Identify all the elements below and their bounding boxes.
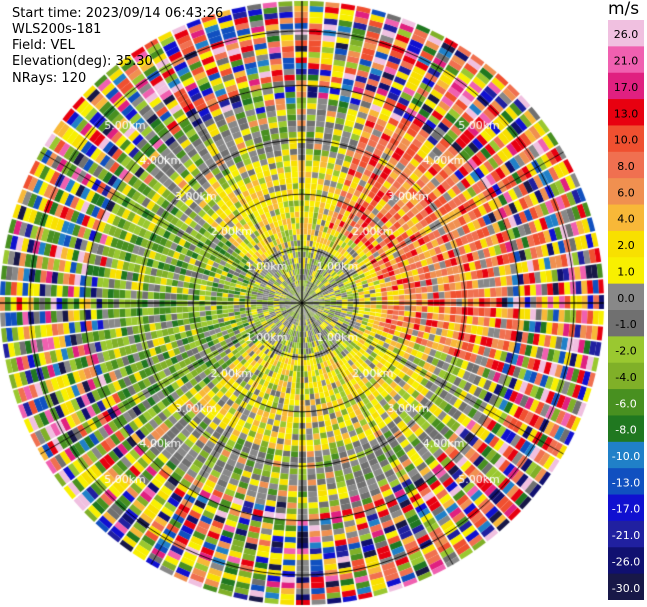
colorbar-swatch: [608, 99, 644, 126]
colorbar-swatch: [608, 178, 644, 206]
colorbar-tick-label: -21.0: [612, 529, 640, 542]
colorbar-swatch: [608, 520, 644, 548]
colorbar-tick-label: 8.0: [617, 160, 635, 173]
colorbar-swatch: [608, 494, 644, 522]
field-label: Field: VEL: [12, 38, 75, 53]
start-time-label: Start time: 2023/09/14 06:43:26: [12, 6, 224, 21]
colorbar-swatch: [608, 283, 644, 311]
colorbar-swatch: [608, 46, 644, 74]
colorbar-unit-label: m/s: [608, 0, 640, 19]
colorbar-swatch: [608, 151, 644, 179]
colorbar-swatch: [608, 230, 644, 258]
colorbar-tick-label: 26.0: [614, 28, 639, 41]
colorbar-tick-label: 6.0: [617, 186, 635, 199]
colorbar-tick-label: -1.0: [615, 318, 636, 331]
colorbar-tick-label: 21.0: [614, 55, 639, 68]
colorbar-tick-label: -4.0: [615, 371, 636, 384]
colorbar-tick-label: 4.0: [617, 213, 635, 226]
colorbar-tick-label: 1.0: [617, 265, 635, 278]
colorbar-swatch: [608, 573, 644, 600]
colorbar-tick-label: -13.0: [612, 476, 640, 489]
colorbar-swatch: [608, 257, 644, 285]
colorbar-swatch: [608, 336, 644, 364]
colorbar-tick-label: -17.0: [612, 503, 640, 516]
nrays-label: NRays: 120: [12, 71, 87, 86]
colorbar-swatch: [608, 547, 644, 575]
colorbar-swatch: [608, 72, 644, 100]
colorbar-tick-label: 10.0: [614, 134, 639, 147]
colorbar-tick-label: -26.0: [612, 555, 640, 568]
colorbar-swatch: [608, 125, 644, 153]
elevation-label: Elevation(deg): 35.30: [12, 54, 153, 69]
colorbar-tick-label: 17.0: [614, 81, 639, 94]
velocity-colorbar: 26.0 21.0 17.0 13.0 10.0 8.0 6.0 4.0 2.0 1.0 0.0 -1…: [608, 20, 644, 600]
colorbar-tick-label: -8.0: [615, 424, 636, 437]
colorbar-swatch: [608, 20, 644, 47]
colorbar-swatch: [608, 310, 644, 337]
colorbar-swatch: [608, 362, 644, 390]
colorbar-tick-label: 0.0: [617, 292, 635, 305]
colorbar-tick-label: -30.0: [612, 582, 640, 595]
colorbar-tick-label: -6.0: [615, 397, 636, 410]
colorbar-swatch: [608, 468, 644, 496]
instrument-label: WLS200s-181: [12, 22, 102, 37]
colorbar-tick-label: -2.0: [615, 345, 636, 358]
ppi-velocity-plot: [0, 0, 605, 607]
colorbar-tick-label: 13.0: [614, 107, 639, 120]
colorbar-swatch: [608, 441, 644, 469]
colorbar-swatch: [608, 415, 644, 443]
colorbar-tick-label: -10.0: [612, 450, 640, 463]
colorbar-swatch: [608, 389, 644, 416]
colorbar-swatch: [608, 204, 644, 232]
colorbar-tick-label: 2.0: [617, 239, 635, 252]
